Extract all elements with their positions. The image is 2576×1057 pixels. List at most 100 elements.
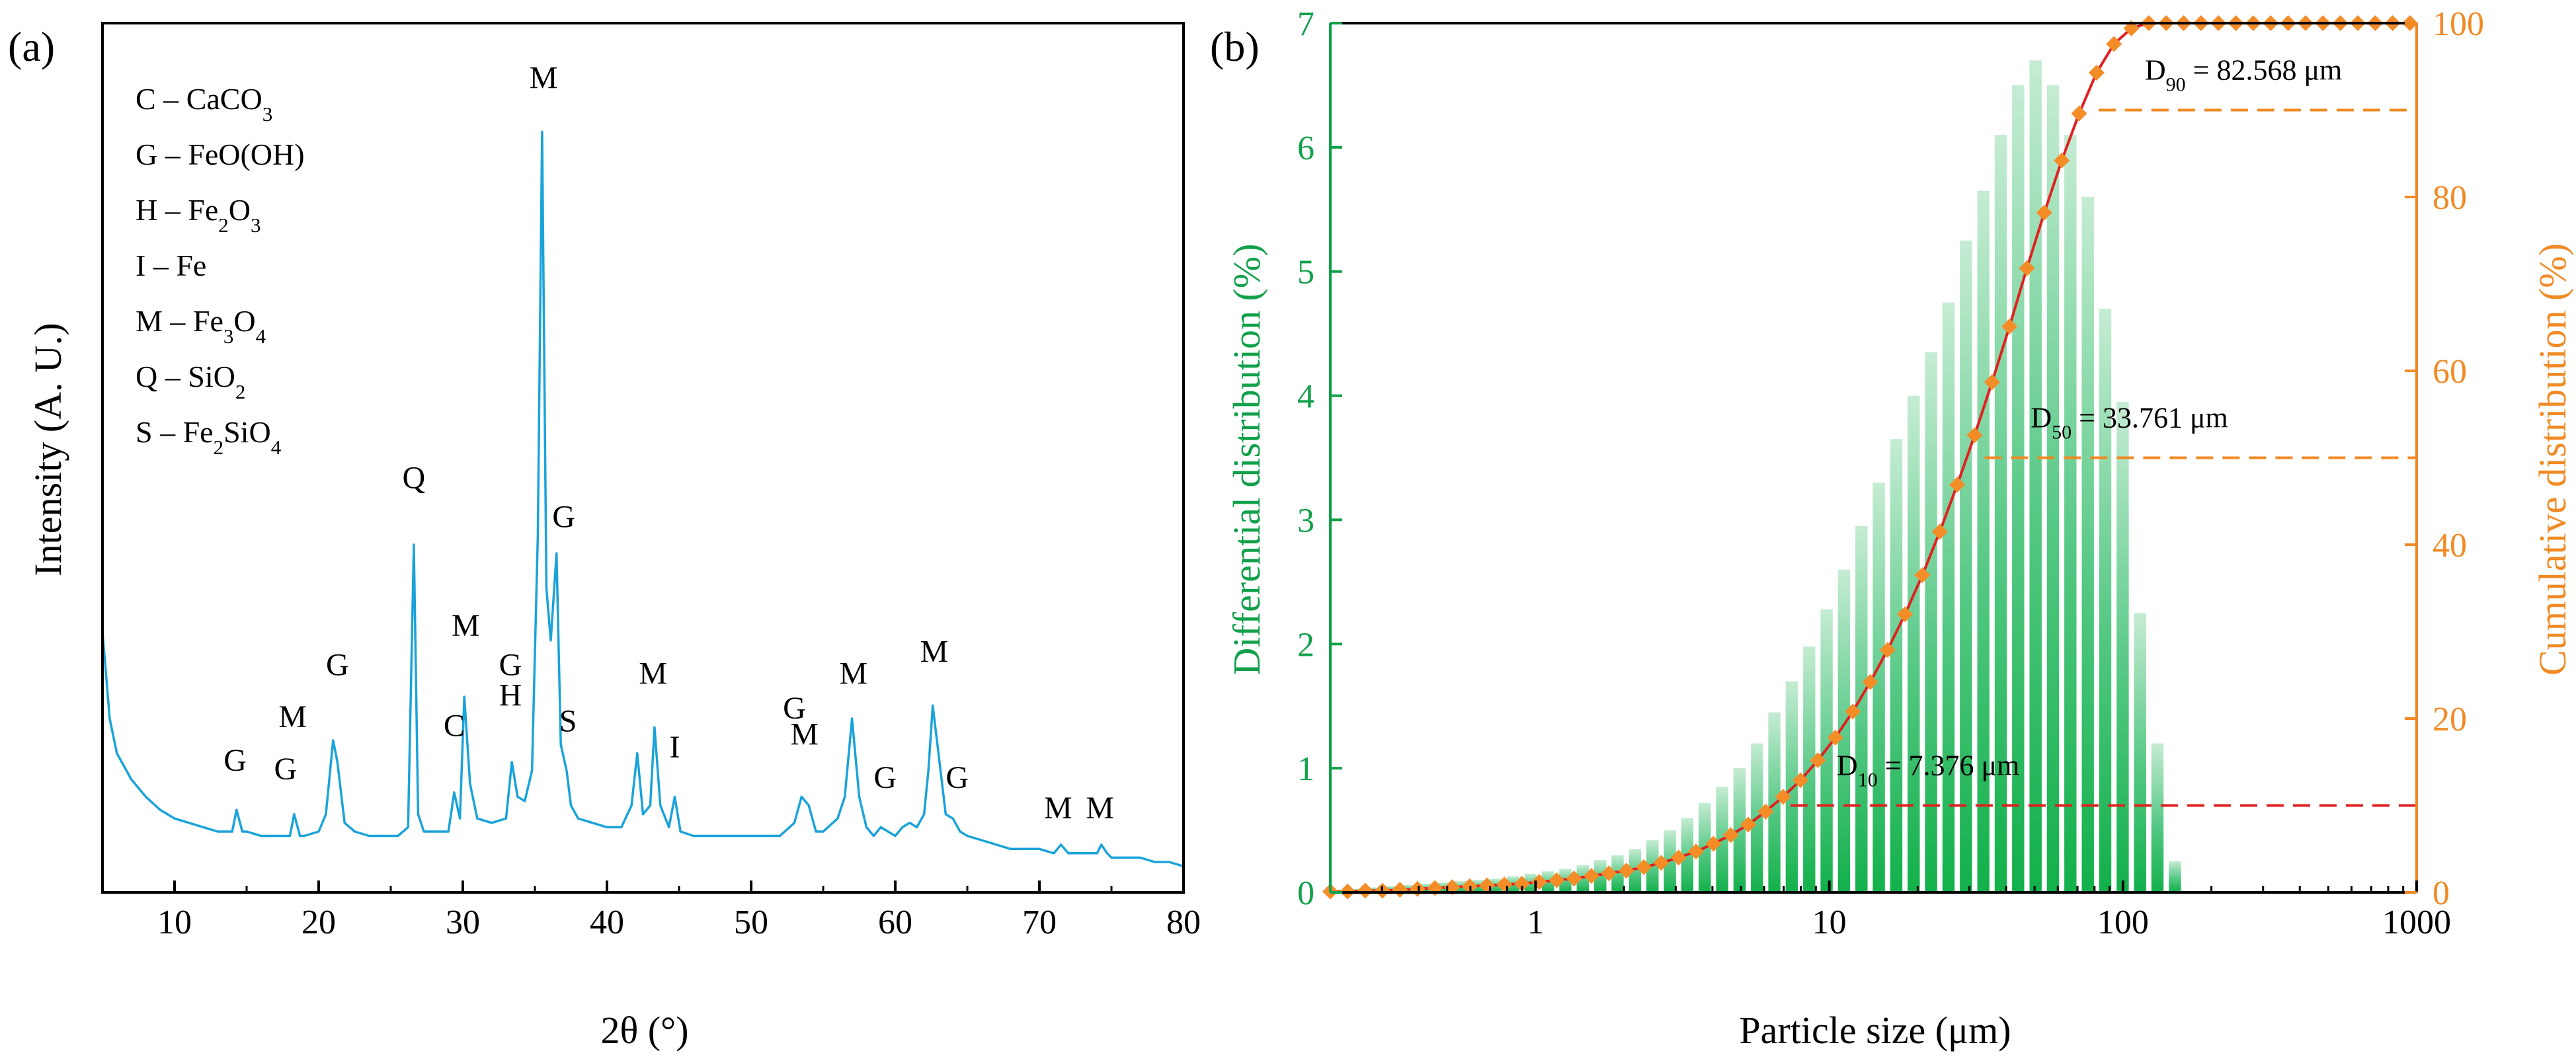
xrd-x-axis-ticks: 10 20 30 40 50 60 70 80 [101, 881, 1201, 941]
psd-y2-tick-label: 40 [2433, 527, 2467, 565]
panel-a-label: (a) [8, 23, 55, 70]
cumulative-distribution-series [1322, 15, 2418, 900]
psd-x-tick-label: 10 [1812, 904, 1847, 941]
psd-left-y-axis-title: Differential distribution (%) [1225, 244, 1268, 676]
xrd-legend-entry: C – CaCO3 [136, 82, 272, 126]
psd-y2-tick-label: 100 [2433, 5, 2484, 43]
differential-bar [1908, 395, 1920, 892]
xrd-peak-label: M [920, 635, 949, 670]
cumulative-marker [1549, 872, 1565, 888]
differential-bar [1977, 190, 1990, 893]
xrd-peak-label: G [223, 743, 247, 778]
xrd-x-tick-label: 30 [446, 904, 480, 941]
psd-y-tick-label: 2 [1297, 626, 1314, 664]
differential-bar [1768, 712, 1781, 892]
d-value-label: D50 = 33.761 μm [2031, 402, 2228, 444]
xrd-plot-area [101, 130, 1184, 868]
differential-bar [2081, 197, 2094, 892]
xrd-peak-label: I [669, 730, 680, 765]
cumulative-marker [2071, 105, 2087, 122]
psd-right-y-axis-title: Cumulative distribution (%) [2531, 243, 2574, 676]
cumulative-marker [1513, 875, 1530, 892]
differential-bar [1837, 569, 1851, 892]
psd-x-tick-label: 1000 [2382, 904, 2451, 941]
xrd-frame [101, 22, 1185, 894]
psd-y-tick-label: 6 [1297, 130, 1314, 167]
cumulative-marker [1984, 374, 2000, 391]
panel-a-xrd-chart: (a) 10 20 30 40 50 60 70 80 C – CaCO3 G – FeO(OH… [8, 22, 1201, 1052]
xrd-phase-legend: C – CaCO3 G – FeO(OH) H – Fe2O3 I – Fe M – F… [136, 82, 305, 459]
cumulative-marker [1931, 524, 1948, 540]
cumulative-marker [1670, 849, 1687, 866]
cumulative-marker [1949, 477, 1966, 493]
xrd-x-tick-label: 60 [878, 904, 912, 941]
differential-bar [2099, 309, 2112, 893]
psd-x-tick-label: 100 [2097, 904, 2149, 941]
xrd-peak-label: G [274, 752, 298, 787]
cumulative-marker [2054, 152, 2070, 169]
differential-bar [2151, 743, 2164, 892]
cumulative-marker [1810, 752, 1826, 769]
differential-bar [1611, 855, 1624, 892]
cumulative-marker [1792, 772, 1809, 789]
xrd-peak-label: G [326, 647, 349, 682]
cumulative-marker [2106, 36, 2122, 52]
differential-bar [2029, 60, 2042, 892]
cumulative-marker [1705, 836, 1722, 852]
cumulative-marker [1722, 827, 1739, 843]
cumulative-marker [1409, 881, 1426, 897]
cumulative-marker [1966, 427, 1983, 444]
xrd-peak-label: G [946, 760, 969, 795]
xrd-peak-label: M [1086, 791, 1114, 826]
cumulative-marker [1392, 882, 1408, 898]
cumulative-marker [1740, 816, 1757, 833]
differential-bar [1594, 860, 1607, 892]
cumulative-marker [1636, 859, 1652, 875]
differential-bar [2134, 613, 2146, 892]
cumulative-marker [2088, 64, 2105, 81]
differential-bar [1855, 526, 1868, 892]
cumulative-marker [1775, 789, 1791, 805]
xrd-peak-label: M [530, 61, 558, 96]
differential-bar [1872, 483, 1885, 892]
differential-bar [1890, 439, 1903, 892]
xrd-x-tick-label: 20 [302, 904, 336, 941]
psd-y-tick-label: 3 [1297, 502, 1314, 539]
d-value-label: D10 = 7.376 μm [1837, 750, 2019, 791]
cumulative-marker [1566, 870, 1582, 886]
d-value-labels: D10 = 7.376 μm D50 = 33.761 μm D90 = 82.56… [1837, 54, 2342, 791]
xrd-pattern-line [101, 130, 1184, 868]
differential-bar [1576, 865, 1590, 892]
psd-axes-frame [1329, 22, 2418, 894]
differential-bar [2169, 861, 2181, 892]
xrd-x-tick-label: 40 [590, 904, 624, 941]
psd-x-axis-title: Particle size (μm) [1739, 1009, 2011, 1052]
xrd-peak-label: M [839, 656, 867, 691]
xrd-legend-entry: G – FeO(OH) [136, 137, 305, 171]
cumulative-marker [1496, 877, 1513, 893]
differential-bar [2116, 402, 2129, 892]
cumulative-marker [2036, 204, 2052, 221]
d-value-reference-lines [1790, 108, 2417, 807]
psd-y-tick-label: 1 [1297, 750, 1314, 788]
psd-y2-tick-label: 80 [2433, 179, 2467, 217]
xrd-x-tick-label: 50 [734, 904, 768, 941]
xrd-peak-label: M [452, 608, 480, 643]
cumulative-marker [1757, 803, 1774, 820]
cumulative-marker [2001, 318, 2018, 334]
cumulative-marker [1618, 863, 1634, 879]
psd-x-tick-label: 1 [1527, 904, 1544, 941]
psd-y2-tick-label: 0 [2433, 875, 2450, 912]
xrd-peak-label: G [552, 500, 575, 535]
xrd-x-tick-label: 80 [1166, 904, 1201, 941]
xrd-peak-label: M [639, 656, 667, 691]
psd-y2-tick-label: 60 [2433, 353, 2467, 391]
cumulative-marker [1357, 882, 1373, 899]
xrd-peak-label: H [499, 678, 522, 713]
psd-left-y-axis-ticks: 0 1 2 3 4 5 6 7 [1297, 5, 1342, 912]
xrd-x-axis-title: 2θ (°) [600, 1009, 688, 1052]
cumulative-marker [2019, 260, 2035, 276]
xrd-legend-entry: I – Fe [136, 249, 206, 282]
xrd-x-tick-label: 10 [157, 904, 192, 941]
